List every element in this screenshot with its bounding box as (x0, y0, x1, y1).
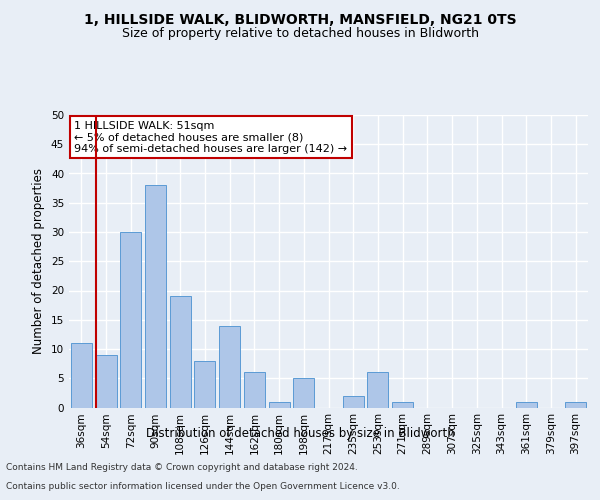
Text: Contains HM Land Registry data © Crown copyright and database right 2024.: Contains HM Land Registry data © Crown c… (6, 464, 358, 472)
Bar (367, 372, 388, 408)
Bar (145, 185, 166, 408)
Bar (343, 396, 364, 407)
Bar (269, 402, 290, 407)
Bar (219, 326, 240, 407)
Text: 1, HILLSIDE WALK, BLIDWORTH, MANSFIELD, NG21 0TS: 1, HILLSIDE WALK, BLIDWORTH, MANSFIELD, … (83, 12, 517, 26)
Bar (565, 402, 586, 407)
Bar (194, 360, 215, 408)
Bar (293, 378, 314, 408)
Bar (392, 402, 413, 407)
Text: Size of property relative to detached houses in Blidworth: Size of property relative to detached ho… (121, 28, 479, 40)
Bar (71, 343, 92, 407)
Text: Distribution of detached houses by size in Blidworth: Distribution of detached houses by size … (146, 428, 454, 440)
Bar (516, 402, 537, 407)
Bar (170, 296, 191, 408)
Text: 1 HILLSIDE WALK: 51sqm
← 5% of detached houses are smaller (8)
94% of semi-detac: 1 HILLSIDE WALK: 51sqm ← 5% of detached … (74, 121, 347, 154)
Text: Contains public sector information licensed under the Open Government Licence v3: Contains public sector information licen… (6, 482, 400, 491)
Bar (244, 372, 265, 408)
Bar (120, 232, 141, 408)
Bar (95, 355, 116, 408)
Y-axis label: Number of detached properties: Number of detached properties (32, 168, 46, 354)
